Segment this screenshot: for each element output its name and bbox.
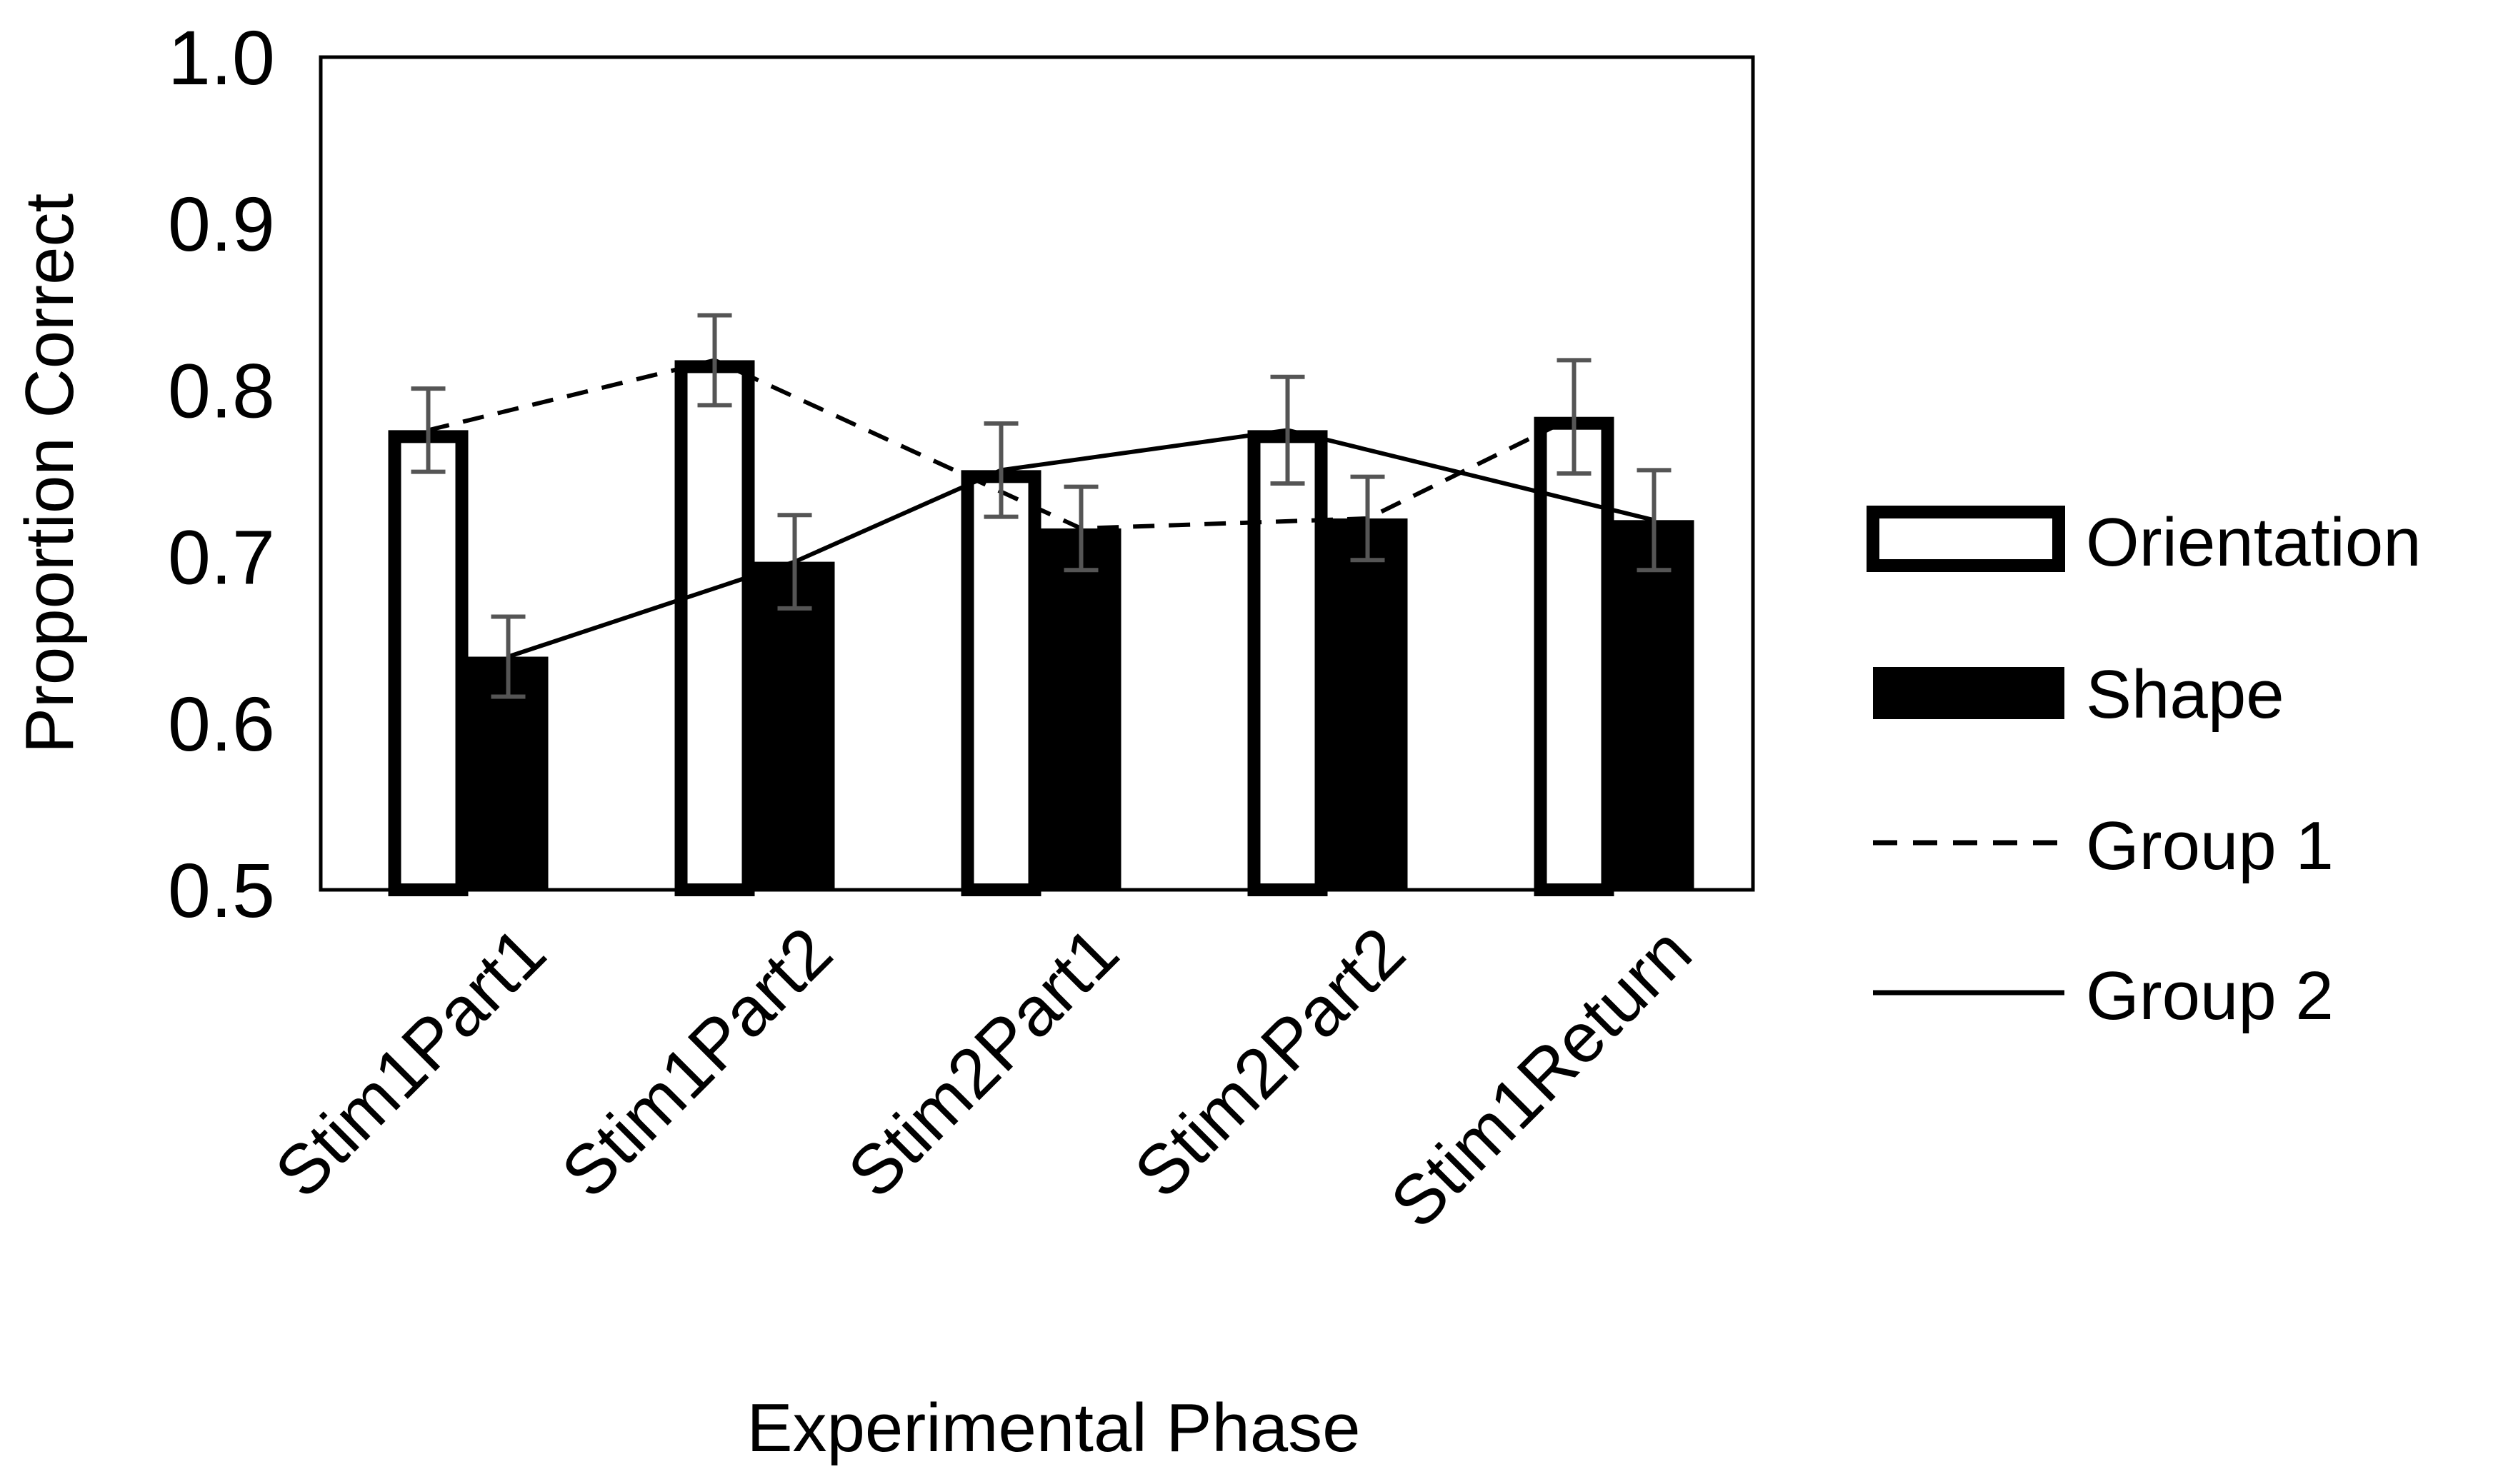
x-axis-categories: Stim1Part1Stim1Part2Stim2Part1Stim2Part2…: [260, 912, 1707, 1243]
error-bar-shape-stim2part2: [1350, 474, 1385, 563]
bar-shape-stim1return: [1614, 520, 1694, 890]
bar-orientation-stim1part2: [674, 360, 755, 896]
bar-shape-stim1part2: [754, 561, 835, 890]
x-tick-label: Stim1Part2: [546, 912, 847, 1213]
legend-swatch-orientation: [1867, 506, 2065, 572]
y-tick-label: 1.0: [168, 14, 275, 101]
x-tick-label: Stim1Part1: [260, 912, 561, 1213]
error-bar-shape-stim1part2: [777, 513, 812, 611]
legend: Orientation Shape Group 1 Group 2: [1867, 504, 2422, 1034]
y-tick-label: 0.9: [168, 181, 275, 267]
legend-label-orientation: Orientation: [2086, 504, 2422, 581]
bar-orientation-stim2part1: [961, 470, 1041, 896]
error-bar-shape-stim1return: [1637, 468, 1672, 573]
y-tick-label: 0.7: [168, 514, 275, 601]
legend-label-group-2: Group 2: [2086, 958, 2334, 1034]
x-tick-label: Stim2Part1: [833, 912, 1134, 1213]
error-bar-orientation-stim1part2: [697, 313, 732, 408]
bar-orientation-stim1part1: [388, 430, 469, 896]
bar-shape-stim2part2: [1327, 518, 1408, 890]
bar-orientation-stim2part2: [1247, 430, 1328, 896]
error-bar-orientation-stim2part2: [1270, 374, 1305, 486]
x-axis-title: Experimental Phase: [746, 1390, 1360, 1466]
error-bar-shape-stim2part1: [1064, 484, 1099, 573]
error-bar-shape-stim1part1: [491, 614, 526, 699]
bar-shape-stim2part1: [1041, 528, 1121, 890]
error-bar-orientation-stim1return: [1557, 358, 1592, 476]
y-tick-label: 0.8: [168, 347, 275, 433]
legend-label-shape: Shape: [2086, 656, 2284, 733]
error-bar-orientation-stim1part1: [411, 386, 446, 474]
x-tick-label: Stim2Part2: [1119, 912, 1420, 1213]
y-tick-label: 0.5: [168, 847, 275, 933]
y-tick-label: 0.6: [168, 681, 275, 767]
y-axis-ticks: 0.5 0.6 0.7 0.8 0.9 1.0: [168, 14, 275, 933]
x-tick-label: Stim1Return: [1375, 912, 1706, 1243]
y-axis-title: Proportion Correct: [11, 194, 88, 753]
error-bars: [411, 313, 1672, 699]
legend-swatch-shape: [1873, 667, 2064, 719]
legend-label-group-1: Group 1: [2086, 808, 2334, 884]
error-bar-orientation-stim2part1: [984, 421, 1019, 519]
